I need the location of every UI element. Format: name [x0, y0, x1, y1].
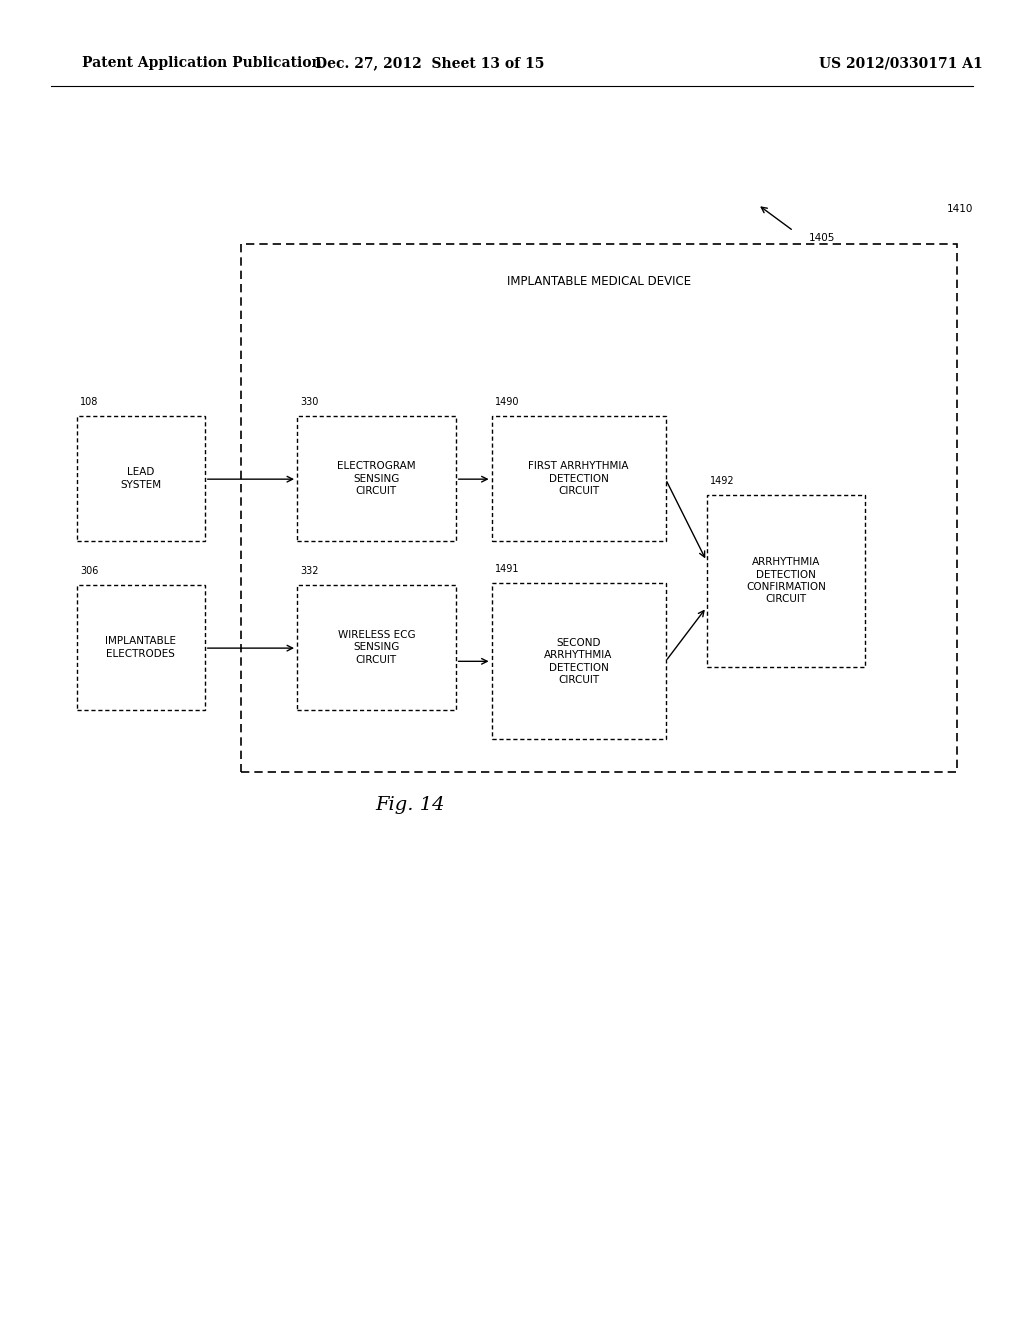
Text: ELECTROGRAM
SENSING
CIRCUIT: ELECTROGRAM SENSING CIRCUIT: [337, 461, 416, 496]
Text: IMPLANTABLE
ELECTRODES: IMPLANTABLE ELECTRODES: [105, 636, 176, 659]
FancyBboxPatch shape: [77, 416, 205, 541]
FancyBboxPatch shape: [492, 416, 666, 541]
Text: Fig. 14: Fig. 14: [375, 796, 444, 814]
Text: FIRST ARRHYTHMIA
DETECTION
CIRCUIT: FIRST ARRHYTHMIA DETECTION CIRCUIT: [528, 461, 629, 496]
FancyBboxPatch shape: [241, 244, 957, 772]
Text: LEAD
SYSTEM: LEAD SYSTEM: [120, 467, 162, 490]
FancyBboxPatch shape: [297, 585, 456, 710]
Text: WIRELESS ECG
SENSING
CIRCUIT: WIRELESS ECG SENSING CIRCUIT: [338, 630, 415, 665]
Text: 1410: 1410: [946, 203, 973, 214]
FancyBboxPatch shape: [492, 583, 666, 739]
Text: 306: 306: [80, 565, 98, 576]
Text: 108: 108: [80, 396, 98, 407]
Text: SECOND
ARRHYTHMIA
DETECTION
CIRCUIT: SECOND ARRHYTHMIA DETECTION CIRCUIT: [545, 638, 612, 685]
Text: 1491: 1491: [495, 564, 519, 574]
Text: 330: 330: [300, 396, 318, 407]
Text: Dec. 27, 2012  Sheet 13 of 15: Dec. 27, 2012 Sheet 13 of 15: [315, 57, 545, 70]
FancyBboxPatch shape: [77, 585, 205, 710]
Text: US 2012/0330171 A1: US 2012/0330171 A1: [819, 57, 983, 70]
Text: 1492: 1492: [710, 475, 734, 486]
FancyBboxPatch shape: [707, 495, 865, 667]
Text: 1405: 1405: [809, 232, 836, 243]
Text: 1490: 1490: [495, 396, 519, 407]
Text: 332: 332: [300, 565, 318, 576]
FancyBboxPatch shape: [297, 416, 456, 541]
Text: ARRHYTHMIA
DETECTION
CONFIRMATION
CIRCUIT: ARRHYTHMIA DETECTION CONFIRMATION CIRCUI…: [745, 557, 826, 605]
Text: Patent Application Publication: Patent Application Publication: [82, 57, 322, 70]
Text: IMPLANTABLE MEDICAL DEVICE: IMPLANTABLE MEDICAL DEVICE: [507, 275, 691, 288]
